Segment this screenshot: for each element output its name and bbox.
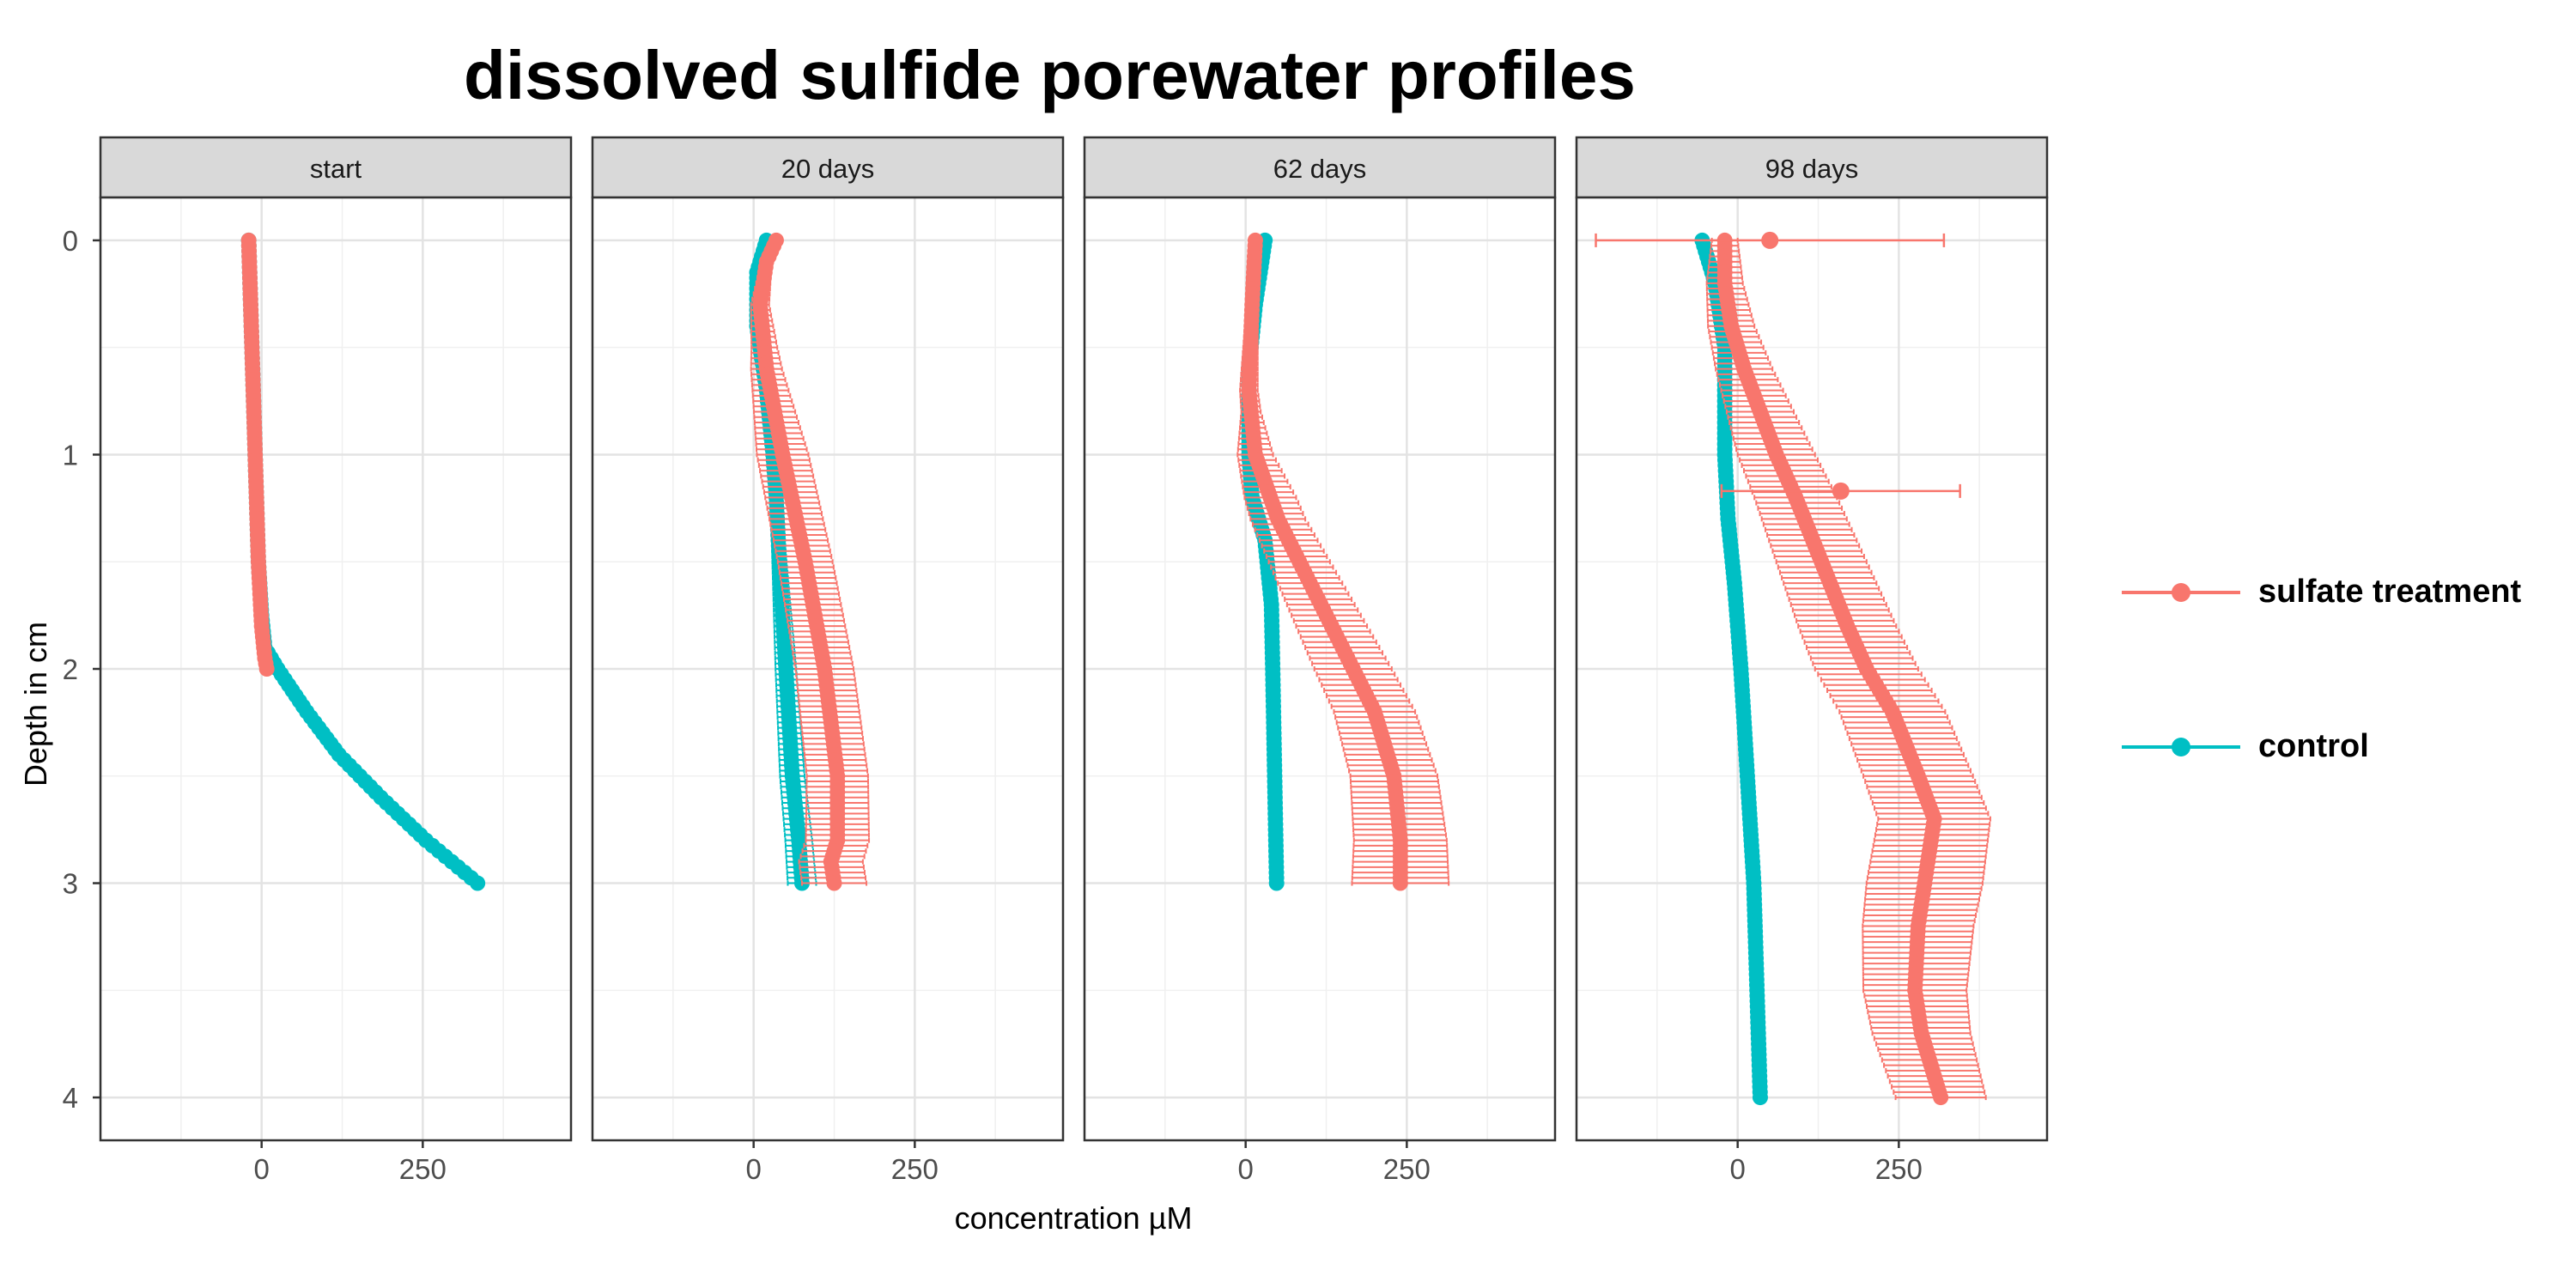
y-axis-label: Depth in cm [18,621,53,787]
legend-label-control: control [2258,728,2369,764]
series-sulfate-treatment-98-days [1705,232,1991,1106]
facet-strip-label-start: start [310,154,362,184]
legend-item-control: control [2117,721,2563,876]
panel-border-20-days [591,196,1065,1142]
data-point [258,661,275,677]
x-tick-label: 0 [745,1153,761,1185]
y-tick-label: 1 [63,439,78,471]
x-tick-label: 250 [891,1153,939,1185]
outlier-point [1761,231,1779,249]
data-point [1268,875,1285,891]
data-point [470,875,486,891]
y-tick-label: 2 [63,653,78,685]
data-point [1392,875,1408,891]
legend: sulfate treatment control [2117,567,2563,876]
x-tick-label: 0 [1729,1153,1745,1185]
y-tick-label: 0 [63,225,78,257]
x-tick-label: 0 [253,1153,269,1185]
facet-strip-98-days [1575,136,2049,199]
facet-98-days: 98 days 0 250 [1575,136,2049,1185]
y-tick-label: 3 [63,868,78,900]
chart-title: dissolved sulfide porewater profiles [464,37,1636,113]
outlier-point [1832,482,1850,500]
x-tick-label: 250 [1875,1153,1923,1185]
facet-start: start 0 250 0 1 2 3 4 [63,136,573,1185]
facet-strip-label-20-days: 20 days [781,154,875,184]
facet-strip-label-98-days: 98 days [1765,154,1859,184]
data-point [1752,1090,1768,1106]
facet-20-days: 20 days 0 250 [591,136,1065,1185]
data-point [1933,1090,1949,1106]
facet-strip-label-62-days: 62 days [1273,154,1367,184]
legend-key-control [2122,738,2240,756]
data-point [826,875,842,891]
y-tick-label: 4 [63,1082,78,1114]
series-sulfate-treatment-62-days [1236,232,1450,891]
facet-strip-20-days [591,136,1065,199]
x-axis-label: concentration µM [954,1200,1193,1236]
legend-item-sulfate-treatment: sulfate treatment [2117,567,2563,721]
panel-border-62-days [1083,196,1557,1142]
x-tick-label: 250 [1383,1153,1431,1185]
series-sulfate-treatment-20-days [750,232,871,891]
facet-strip-start [99,136,573,199]
legend-label-sulfate-treatment: sulfate treatment [2258,574,2522,610]
panel-border-98-days [1575,196,2049,1142]
series-sulfate-treatment-start [240,232,275,677]
facet-62-days: 62 days 0 250 [1083,136,1557,1185]
legend-key-sulfate-treatment [2122,583,2240,602]
x-tick-label: 250 [399,1153,447,1185]
x-tick-label: 0 [1237,1153,1253,1185]
facet-strip-62-days [1083,136,1557,199]
